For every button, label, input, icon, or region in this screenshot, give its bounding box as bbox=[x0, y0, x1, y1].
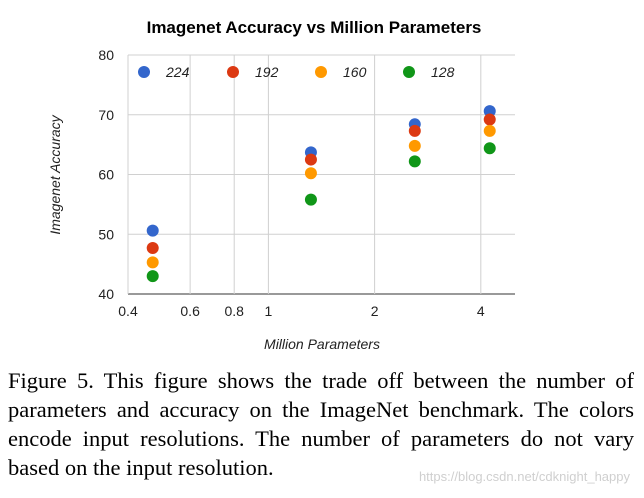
y-axis-ticks: 40 50 60 70 80 bbox=[98, 47, 114, 302]
data-point bbox=[146, 224, 159, 237]
x-tick-label: 0.6 bbox=[180, 303, 200, 319]
data-point bbox=[304, 167, 317, 180]
data-point bbox=[304, 153, 317, 166]
x-axis-ticks: 0.4 0.6 0.8 1 2 4 bbox=[118, 303, 485, 319]
data-point bbox=[146, 270, 159, 283]
x-tick-label: 2 bbox=[371, 303, 379, 319]
legend: 224 192 160 128 bbox=[138, 64, 455, 80]
legend-label: 160 bbox=[343, 64, 367, 80]
y-tick-label: 60 bbox=[98, 167, 114, 183]
x-tick-label: 0.4 bbox=[118, 303, 138, 319]
data-points bbox=[146, 105, 496, 283]
grid-lines bbox=[127, 54, 515, 295]
chart-title: Imagenet Accuracy vs Million Parameters bbox=[147, 18, 482, 37]
y-tick-label: 40 bbox=[98, 286, 114, 302]
legend-marker bbox=[227, 66, 239, 78]
data-point bbox=[146, 256, 159, 269]
data-point bbox=[483, 113, 496, 126]
legend-marker bbox=[138, 66, 150, 78]
legend-marker bbox=[403, 66, 415, 78]
data-point bbox=[483, 124, 496, 137]
y-tick-label: 70 bbox=[98, 107, 114, 123]
data-point bbox=[408, 124, 421, 137]
watermark-text: https://blog.csdn.net/cdknight_happy bbox=[418, 469, 630, 484]
scatter-chart: Imagenet Accuracy vs Million Parameters … bbox=[47, 18, 515, 352]
legend-label: 192 bbox=[255, 64, 279, 80]
data-point bbox=[408, 155, 421, 168]
legend-label: 224 bbox=[165, 64, 190, 80]
data-point bbox=[304, 193, 317, 206]
figure-caption: Figure 5. This figure shows the trade of… bbox=[8, 368, 634, 480]
legend-marker bbox=[315, 66, 327, 78]
legend-label: 128 bbox=[431, 64, 455, 80]
data-point bbox=[408, 139, 421, 152]
x-tick-label: 0.8 bbox=[224, 303, 244, 319]
data-point bbox=[146, 241, 159, 254]
y-tick-label: 80 bbox=[98, 47, 114, 63]
data-point bbox=[483, 142, 496, 155]
y-tick-label: 50 bbox=[98, 226, 114, 242]
x-tick-label: 4 bbox=[477, 303, 485, 319]
y-axis-label: Imagenet Accuracy bbox=[47, 114, 63, 234]
data-point bbox=[483, 105, 496, 118]
x-axis-label: Million Parameters bbox=[264, 336, 380, 352]
x-tick-label: 1 bbox=[264, 303, 272, 319]
